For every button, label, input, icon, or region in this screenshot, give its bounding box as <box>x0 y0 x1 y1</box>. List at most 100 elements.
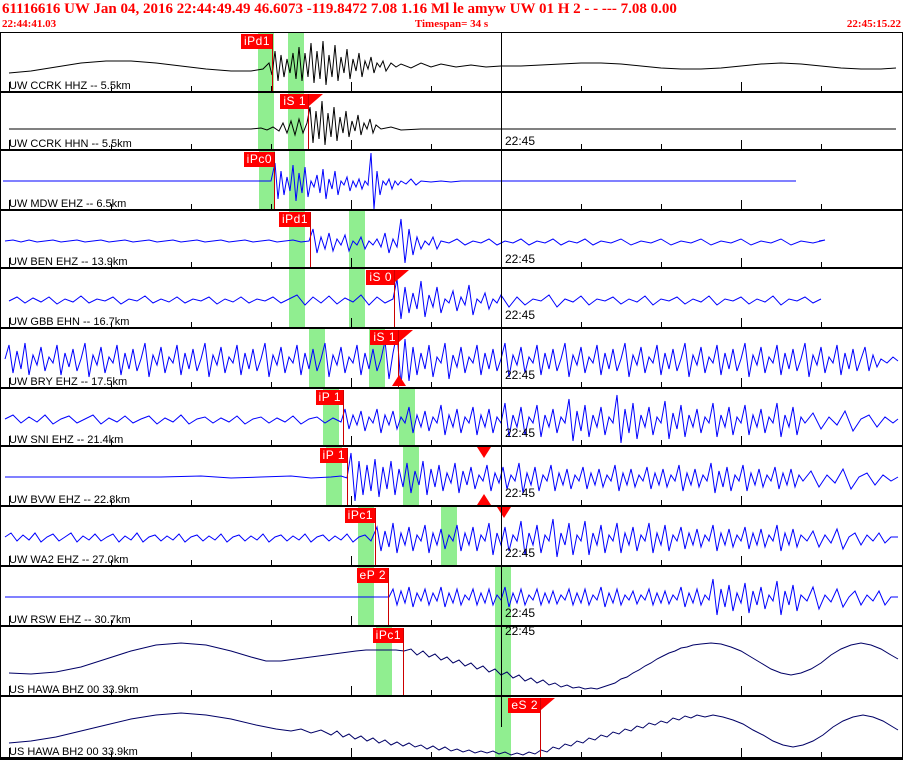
pick-line <box>540 698 541 758</box>
trace-row[interactable]: iP 1 22:45 UW SNI EHZ -- 21.4km <box>1 389 902 447</box>
axis-tick <box>741 556 742 565</box>
axis-tick <box>821 144 822 149</box>
axis-tick <box>821 500 822 505</box>
axis-tick <box>741 686 742 695</box>
pick-label[interactable]: eS 2 <box>508 698 541 713</box>
minute-marker <box>501 389 502 447</box>
pick-marker[interactable]: iPc1 <box>1 507 376 567</box>
axis-tick <box>821 322 822 327</box>
pick-label[interactable]: iPc0 <box>243 152 275 167</box>
pick-marker[interactable]: iPc1 <box>1 627 404 697</box>
pick-line <box>274 152 275 210</box>
pick-marker[interactable]: iS 1 <box>1 93 309 151</box>
amplitude-marker-icon <box>477 447 491 458</box>
axis-tick <box>351 616 352 625</box>
axis-tick <box>741 200 742 209</box>
axis-tick <box>9 556 10 565</box>
waveform <box>4 394 899 444</box>
axis-tick <box>821 560 822 565</box>
row-separator <box>1 695 902 697</box>
axis-tick <box>581 752 582 757</box>
axis-tick <box>271 144 272 149</box>
pick-label[interactable]: iS 1 <box>370 330 399 345</box>
axis-tick <box>191 204 192 209</box>
axis-tick <box>111 204 112 209</box>
minute-marker <box>501 697 502 727</box>
pick-marker[interactable]: iS 1 <box>1 329 399 389</box>
minute-time-label: 22:45 <box>505 252 536 266</box>
axis-tick <box>661 262 662 267</box>
pick-label[interactable]: iS 0 <box>366 270 395 285</box>
row-separator <box>1 91 902 93</box>
trace-row[interactable]: iS 1 22:45 UW BRY EHZ -- 17.5km <box>1 329 902 389</box>
trace-row[interactable]: iPc1 22:45 UW WA2 EHZ -- 27.0km <box>1 507 902 567</box>
minute-marker <box>501 269 502 329</box>
trace-row[interactable]: iS 0 22:45 UW GBB EHN -- 16.7km <box>1 269 902 329</box>
axis-tick <box>9 748 10 757</box>
event-summary-text: 61116616 UW Jan 04, 2016 22:44:49.49 46.… <box>2 1 677 17</box>
axis-tick <box>271 322 272 327</box>
pick-marker[interactable]: iP 1 <box>1 447 348 507</box>
pick-label[interactable]: iPd1 <box>240 34 273 49</box>
trace-row[interactable]: eP 2 22:45 UW RSW EHZ -- 30.7km <box>1 567 902 627</box>
minute-time-label: 22:45 <box>505 134 536 148</box>
axis-tick <box>191 500 192 505</box>
trace-row[interactable]: eS 2 US HAWA BH2 00 33.9km <box>1 697 902 759</box>
axis-tick <box>9 686 10 695</box>
trace-row[interactable]: iS 1 22:45 UW CCRK HHN -- 5.5km <box>1 93 902 151</box>
channel-label: US HAWA BHZ 00 33.9km <box>9 684 139 696</box>
channel-label: UW GBB EHN -- 16.7km <box>9 316 130 328</box>
axis-tick <box>351 686 352 695</box>
pick-label[interactable]: iP 1 <box>319 448 348 463</box>
axis-tick <box>661 322 662 327</box>
trace-row[interactable]: iPd1 22:45 UW BEN EHZ -- 13.9km <box>1 211 902 269</box>
axis-tick <box>9 616 10 625</box>
axis-tick <box>431 382 432 387</box>
event-summary-line: 61116616 UW Jan 04, 2016 22:44:49.49 46.… <box>0 0 903 18</box>
trace-row[interactable]: iPd1 UW CCRK HHZ -- 5.5km <box>1 33 902 93</box>
axis-tick <box>111 560 112 565</box>
trace-row[interactable]: iPc0 UW MDW EHZ -- 6.5km <box>1 151 902 211</box>
pick-label[interactable]: iPd1 <box>278 212 311 227</box>
pick-label[interactable]: eP 2 <box>356 568 389 583</box>
waveform <box>3 152 796 210</box>
pick-line <box>343 390 344 446</box>
trace-panel[interactable]: iPd1 UW CCRK HHZ -- 5.5km <box>0 32 903 760</box>
pick-label[interactable]: iS 1 <box>280 94 309 109</box>
axis-tick <box>431 86 432 91</box>
axis-tick <box>741 140 742 149</box>
trace-row[interactable]: iP 1 22:45 UW BVW EHZ -- 22.8km <box>1 447 902 507</box>
axis-tick <box>9 318 10 327</box>
pick-label[interactable]: iPc1 <box>372 628 404 643</box>
axis-tick <box>741 616 742 625</box>
axis-tick <box>431 262 432 267</box>
pick-marker[interactable]: eP 2 <box>1 567 389 627</box>
minute-marker <box>501 567 502 627</box>
waveform <box>5 452 899 502</box>
axis-tick <box>111 86 112 91</box>
axis-tick <box>271 262 272 267</box>
pick-marker[interactable]: iPd1 <box>1 211 311 269</box>
minute-marker <box>501 93 502 151</box>
pick-label[interactable]: iPc1 <box>344 508 376 523</box>
channel-label: UW BEN EHZ -- 13.9km <box>9 256 128 268</box>
pick-marker[interactable]: iP 1 <box>1 389 344 447</box>
axis-tick <box>581 560 582 565</box>
axis-tick <box>661 500 662 505</box>
pick-marker[interactable]: iPd1 <box>1 33 273 93</box>
pick-line <box>388 568 389 626</box>
trace-row[interactable]: iPc1 22:45 US HAWA BHZ 00 33.9km <box>1 627 902 697</box>
pick-label[interactable]: iP 1 <box>315 390 344 405</box>
axis-tick <box>741 378 742 387</box>
pick-marker[interactable]: iS 0 <box>1 269 395 329</box>
minute-time-label: 22:45 <box>505 308 536 322</box>
pick-line <box>308 94 309 150</box>
axis-tick <box>271 382 272 387</box>
pick-marker[interactable]: iPc0 <box>1 151 275 211</box>
timespan-label: Timespan= 34 s <box>414 18 489 30</box>
axis-tick <box>661 690 662 695</box>
waveform <box>4 218 826 264</box>
axis-tick <box>821 620 822 625</box>
pick-marker[interactable]: eS 2 <box>1 697 541 759</box>
